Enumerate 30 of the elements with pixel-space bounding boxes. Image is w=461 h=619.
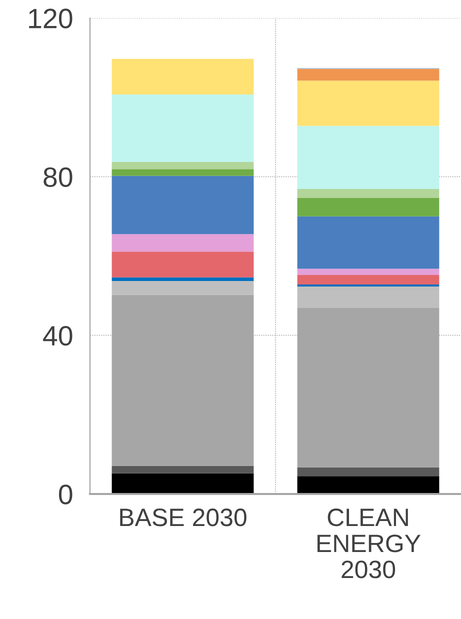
- bar: [112, 252, 254, 278]
- bar: [112, 176, 254, 234]
- y-tick-label: 80: [44, 167, 72, 188]
- bar: [112, 466, 254, 474]
- bar: [112, 162, 254, 170]
- bar: [297, 467, 440, 476]
- bar: [297, 188, 440, 198]
- bar: [297, 126, 440, 189]
- bar: [297, 275, 440, 285]
- bar: [112, 169, 254, 176]
- bar: [297, 216, 440, 269]
- bar: [112, 280, 254, 295]
- bar: [297, 80, 440, 126]
- bar: [297, 68, 440, 81]
- x-tick-label: CLEAN ENERGY 2030: [318, 508, 420, 578]
- bar: [112, 277, 254, 281]
- bar: [297, 268, 440, 276]
- bar: [112, 234, 254, 252]
- bar: [112, 473, 254, 494]
- bar: [112, 294, 254, 466]
- bar: [297, 198, 440, 216]
- y-tick-label: 120: [29, 8, 72, 28]
- bar: [297, 286, 440, 308]
- bar: [112, 94, 254, 162]
- y-tick-label: 0: [58, 484, 72, 504]
- bar: [112, 58, 254, 95]
- bar: [297, 476, 440, 494]
- bar: [297, 308, 440, 468]
- x-tick-label: BASE 2030: [120, 508, 246, 526]
- y-tick-label: 40: [43, 326, 72, 346]
